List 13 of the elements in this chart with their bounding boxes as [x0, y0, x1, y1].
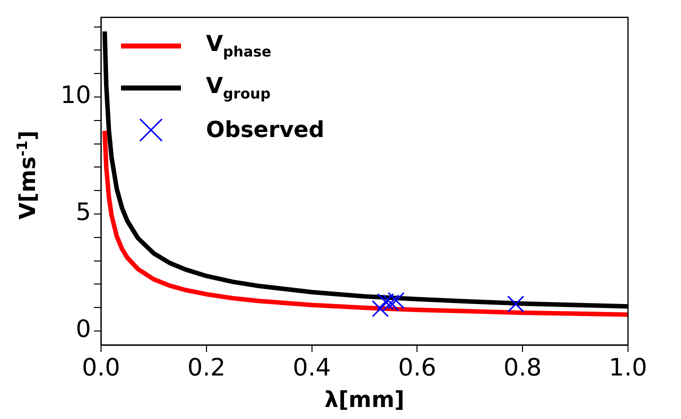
x-tick-label: 0.2: [187, 354, 226, 382]
legend-label: V$_{phase}$: [206, 32, 272, 60]
legend-label: V$_{group}$: [206, 74, 271, 102]
x-axis-title: λ[mm]: [324, 388, 406, 414]
legend-label: Observed: [206, 118, 324, 142]
x-tick-label: 0.0: [82, 354, 120, 382]
x-tick-label: 0.6: [398, 354, 436, 382]
y-tick-label: 5: [76, 198, 91, 226]
x-tick-label: 1.0: [608, 354, 648, 382]
y-tick-label: 0: [76, 315, 91, 344]
x-tick-label: 0.4: [292, 354, 331, 382]
y-tick-label: 10: [60, 81, 91, 110]
x-tick-label: 0.8: [504, 354, 542, 382]
